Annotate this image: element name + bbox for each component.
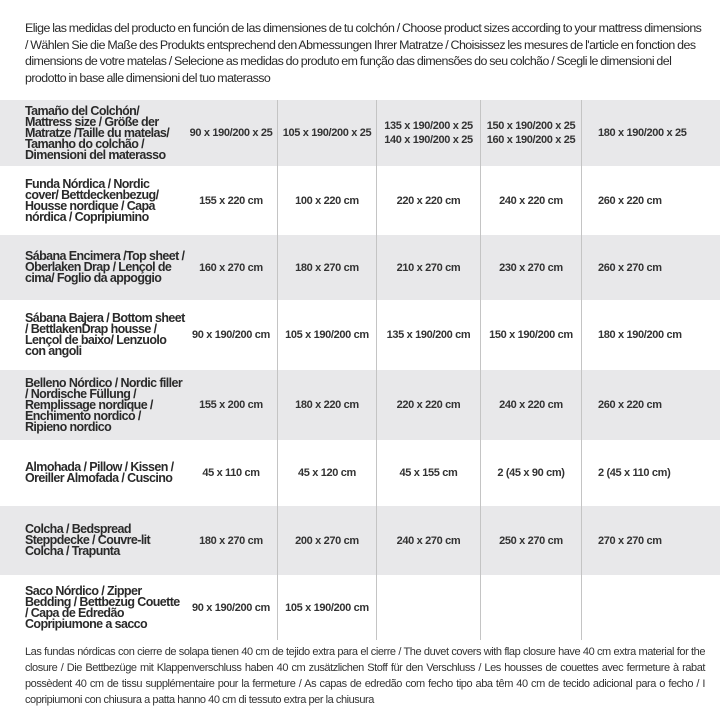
table-row: Sábana Bajera / Bottom sheet / Bettlaken… <box>0 300 720 370</box>
header-label: Tamaño del Colchón/ Mattress size / Größ… <box>25 103 170 162</box>
table-row: Sábana Encimera /Top sheet / Oberlaken D… <box>0 235 720 300</box>
size-cell <box>376 575 480 640</box>
header-size-105: 105 x 190/200 x 25 <box>277 100 376 166</box>
table-row: Colcha / Bedspread Steppdecke / Couvre-l… <box>0 506 720 575</box>
size-cell: 90 x 190/200 cm <box>192 329 270 341</box>
size-cell: 150 x 190/200 cm <box>480 300 581 370</box>
header-size-140: 140 x 190/200 x 25 <box>384 134 473 146</box>
table-row: Belleno Nórdico / Nordic filler / Nordis… <box>0 370 720 440</box>
row-label: Belleno Nórdico / Nordic filler / Nordis… <box>25 375 183 434</box>
size-cell: 90 x 190/200 cm <box>192 601 270 614</box>
footnote: Las fundas nórdicas con cierre de solapa… <box>25 646 705 706</box>
size-cell: 180 x 190/200 cm <box>581 300 720 370</box>
header-size-160: 160 x 190/200 x 25 <box>486 134 576 146</box>
size-cell: 250 x 270 cm <box>480 506 581 575</box>
size-cell: 200 x 270 cm <box>277 506 376 575</box>
size-cell: 100 x 220 cm <box>277 166 376 235</box>
row-label: Almohada / Pillow / Kissen / Oreiller Al… <box>25 460 174 485</box>
size-cell: 180 x 270 cm <box>277 235 376 300</box>
table-header-row: Tamaño del Colchón/ Mattress size / Größ… <box>0 100 720 166</box>
size-cell: 240 x 220 cm <box>480 166 581 235</box>
header-size-135-140: 135 x 190/200 x 25 140 x 190/200 x 25 <box>376 100 480 166</box>
size-cell: 220 x 220 cm <box>376 166 480 235</box>
size-cell: 105 x 190/200 cm <box>277 575 376 640</box>
size-cell: 45 x 155 cm <box>376 440 480 506</box>
header-size-90: 90 x 190/200 x 25 <box>189 127 273 139</box>
row-label: Sábana Encimera /Top sheet / Oberlaken D… <box>25 249 185 285</box>
row-label: Colcha / Bedspread Steppdecke / Couvre-l… <box>25 522 151 558</box>
size-cell: 2 (45 x 110 cm) <box>581 440 720 506</box>
size-cell: 105 x 190/200 cm <box>277 300 376 370</box>
size-cell: 210 x 270 cm <box>376 235 480 300</box>
size-cell: 260 x 220 cm <box>581 370 720 440</box>
table-row: Funda Nórdica / Nordic cover/ Bettdecken… <box>0 166 720 235</box>
size-cell: 155 x 200 cm <box>199 399 263 411</box>
row-label: Saco Nórdico / Zipper Bedding / Bettbezu… <box>25 583 180 631</box>
intro-text: Elige las medidas del producto en funció… <box>25 21 702 85</box>
header-size-150-160: 150 x 190/200 x 25 160 x 190/200 x 25 <box>480 100 581 166</box>
row-label: Funda Nórdica / Nordic cover/ Bettdecken… <box>25 176 159 224</box>
size-cell: 240 x 270 cm <box>376 506 480 575</box>
size-cell: 180 x 220 cm <box>277 370 376 440</box>
size-cell: 260 x 270 cm <box>581 235 720 300</box>
size-cell: 160 x 270 cm <box>199 261 263 274</box>
size-cell: 135 x 190/200 cm <box>376 300 480 370</box>
size-cell: 180 x 270 cm <box>199 534 263 547</box>
size-cell: 45 x 110 cm <box>202 467 260 479</box>
table-row: Saco Nórdico / Zipper Bedding / Bettbezu… <box>0 575 720 640</box>
size-cell: 260 x 220 cm <box>581 166 720 235</box>
header-size-135: 135 x 190/200 x 25 <box>384 120 473 132</box>
header-size-180: 180 x 190/200 x 25 <box>581 100 720 166</box>
size-cell <box>480 575 581 640</box>
size-cell <box>581 575 720 640</box>
table-row: Almohada / Pillow / Kissen / Oreiller Al… <box>0 440 720 506</box>
size-cell: 240 x 220 cm <box>480 370 581 440</box>
size-cell: 220 x 220 cm <box>376 370 480 440</box>
size-cell: 155 x 220 cm <box>199 194 263 207</box>
size-table: Tamaño del Colchón/ Mattress size / Größ… <box>0 100 720 640</box>
header-size-150: 150 x 190/200 x 25 <box>486 120 576 132</box>
size-cell: 230 x 270 cm <box>480 235 581 300</box>
row-label: Sábana Bajera / Bottom sheet / Bettlaken… <box>25 311 185 358</box>
size-cell: 45 x 120 cm <box>277 440 376 506</box>
size-cell: 2 (45 x 90 cm) <box>480 440 581 506</box>
size-cell: 270 x 270 cm <box>581 506 720 575</box>
